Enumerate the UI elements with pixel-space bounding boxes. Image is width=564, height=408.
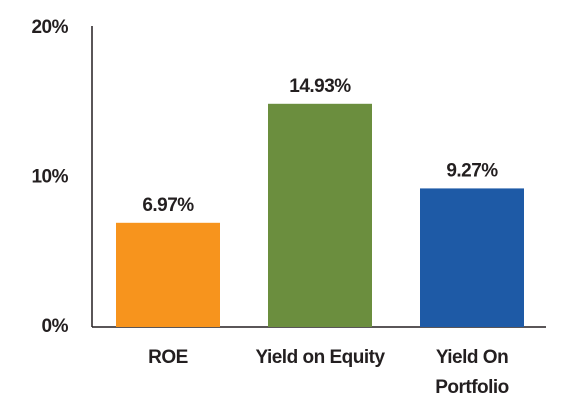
y-tick-label: 10%: [31, 167, 68, 188]
data-label: 6.97%: [142, 195, 194, 216]
y-tick-label: 0%: [42, 316, 69, 337]
data-label: 14.93%: [289, 76, 351, 97]
x-tick-label: ROE: [148, 347, 188, 368]
bar: [420, 188, 524, 327]
bar: [268, 103, 372, 327]
x-tick-label: Yield On Portfolio: [435, 347, 509, 398]
data-label: 9.27%: [446, 160, 498, 181]
bar: [116, 222, 220, 327]
y-tick-label: 20%: [31, 17, 68, 38]
x-tick-label: Yield on Equity: [255, 347, 385, 368]
